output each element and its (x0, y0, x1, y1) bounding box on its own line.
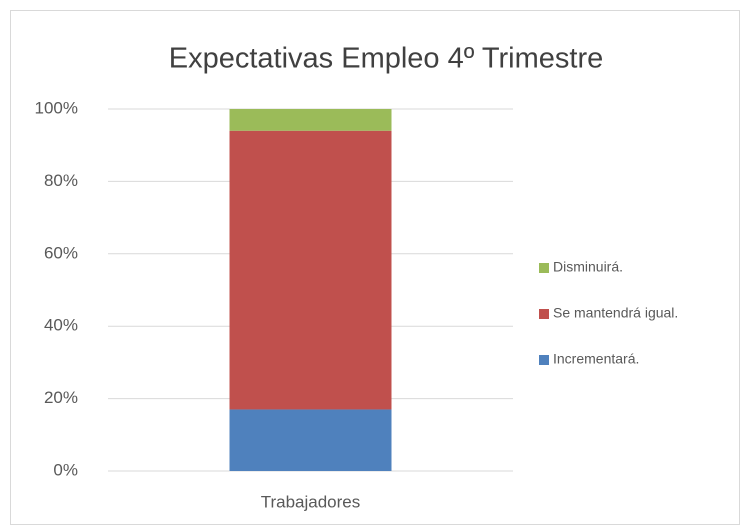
bar-segment (229, 130, 392, 410)
legend-label: Disminuirá. (553, 259, 623, 275)
y-tick-label: 20% (44, 388, 78, 407)
y-tick-label: 100% (35, 98, 78, 117)
y-tick-label: 80% (44, 171, 78, 190)
legend-swatch (539, 355, 549, 365)
x-tick-label: Trabajadores (261, 492, 361, 511)
legend-label: Incrementará. (553, 351, 639, 367)
legend-label: Se mantendrá igual. (553, 305, 678, 321)
y-tick-label: 40% (44, 316, 78, 335)
y-tick-label: 60% (44, 243, 78, 262)
legend-swatch (539, 263, 549, 273)
legend-swatch (539, 309, 549, 319)
bar-segment (229, 409, 392, 471)
chart-title: Expectativas Empleo 4º Trimestre (169, 43, 603, 75)
y-tick-label: 0% (53, 460, 78, 479)
bar-segment (229, 109, 392, 131)
